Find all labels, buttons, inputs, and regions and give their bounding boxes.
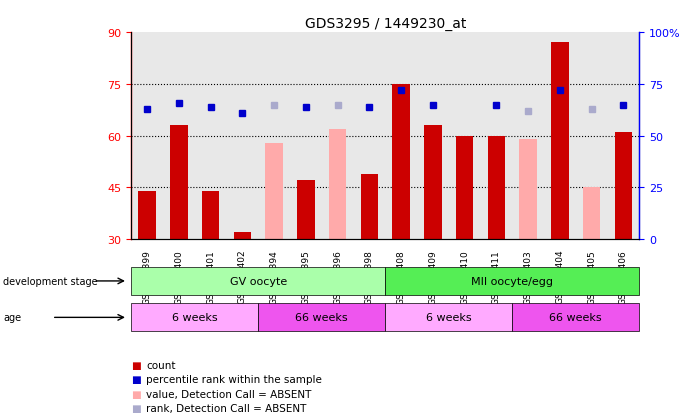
Text: count: count [146, 361, 176, 370]
Bar [520, 140, 537, 240]
Bar [551, 43, 569, 240]
Text: 6 weeks: 6 weeks [172, 313, 218, 323]
Text: percentile rank within the sample: percentile rank within the sample [146, 375, 323, 385]
Bar [488, 136, 505, 240]
Text: ■: ■ [131, 375, 141, 385]
Bar [297, 181, 314, 240]
Text: 66 weeks: 66 weeks [296, 313, 348, 323]
Text: GV oocyte: GV oocyte [229, 276, 287, 286]
Text: ■: ■ [131, 361, 141, 370]
Text: 66 weeks: 66 weeks [549, 313, 602, 323]
Bar [361, 174, 378, 240]
Text: age: age [3, 313, 21, 323]
Text: MII oocyte/egg: MII oocyte/egg [471, 276, 553, 286]
Text: rank, Detection Call = ABSENT: rank, Detection Call = ABSENT [146, 403, 307, 413]
Bar [392, 85, 410, 240]
Bar [456, 136, 473, 240]
Text: value, Detection Call = ABSENT: value, Detection Call = ABSENT [146, 389, 312, 399]
Text: 6 weeks: 6 weeks [426, 313, 471, 323]
Title: GDS3295 / 1449230_at: GDS3295 / 1449230_at [305, 17, 466, 31]
Bar [424, 126, 442, 240]
Bar [170, 126, 188, 240]
Bar [234, 233, 251, 240]
Text: ■: ■ [131, 403, 141, 413]
Bar [583, 188, 600, 240]
Bar [265, 143, 283, 240]
Bar [614, 133, 632, 240]
Bar [138, 191, 156, 240]
Text: development stage: development stage [3, 276, 98, 286]
Bar [202, 191, 219, 240]
Text: ■: ■ [131, 389, 141, 399]
Bar [329, 129, 346, 240]
